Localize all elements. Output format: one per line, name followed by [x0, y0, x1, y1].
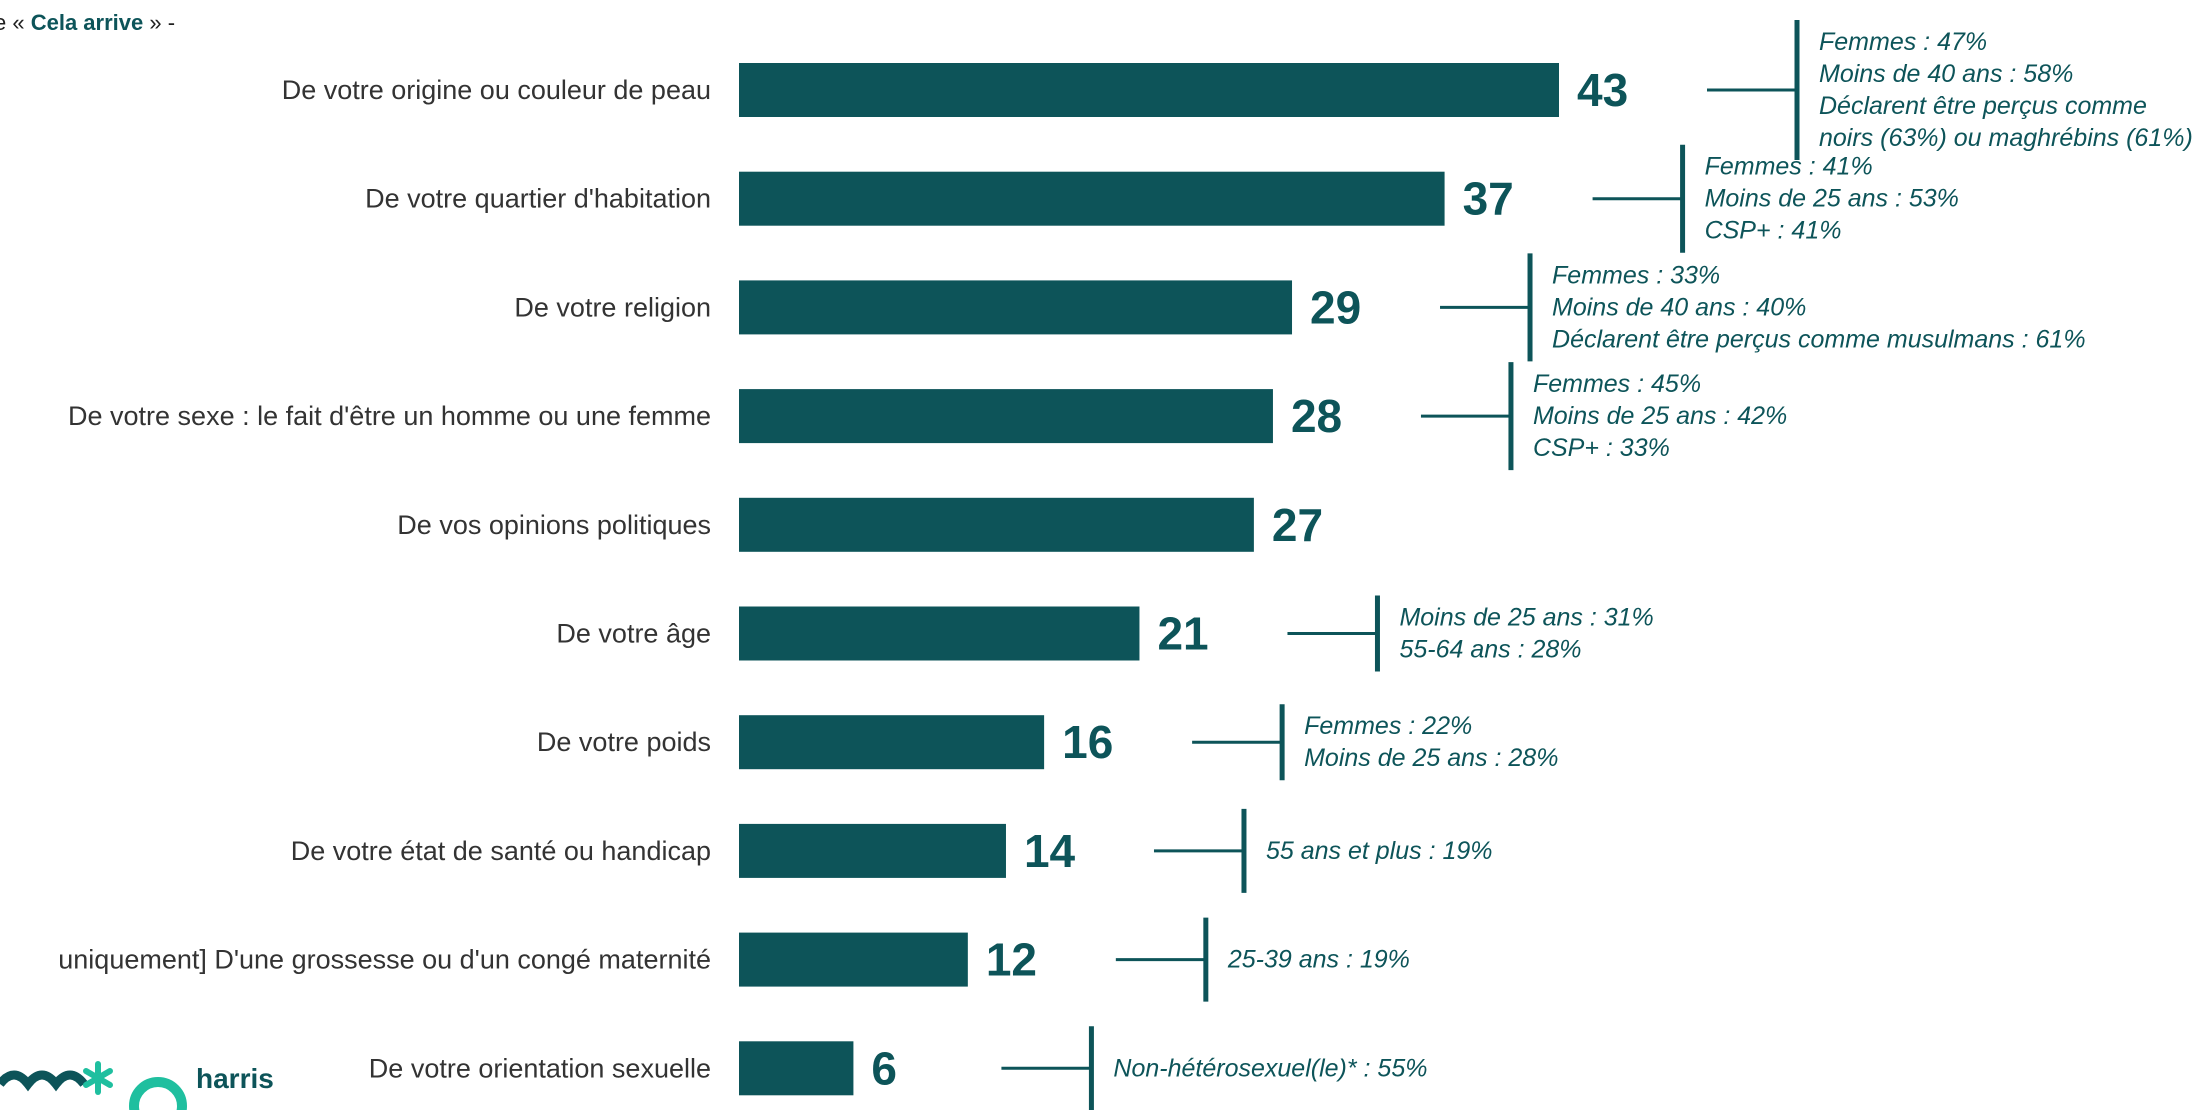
header-prefix: e « — [0, 10, 25, 35]
bar — [739, 63, 1559, 117]
bar — [739, 280, 1293, 335]
annotation-text: Moins de 25 ans : 31% — [1399, 604, 1653, 632]
logo-ring-icon — [129, 1077, 187, 1110]
value-label: 12 — [986, 934, 1037, 986]
category-label: De votre âge — [556, 619, 711, 649]
value-label: 43 — [1577, 64, 1628, 116]
annotation-text: Non-hétérosexuel(le)* : 55% — [1113, 1054, 1427, 1082]
harris-interactive-logo: harris — [0, 1061, 274, 1110]
bar — [739, 932, 968, 987]
logo-partial-letters — [0, 1070, 88, 1092]
header-suffix: » - — [143, 10, 176, 35]
bar — [739, 171, 1445, 226]
annotation-text: Moins de 25 ans : 28% — [1304, 744, 1558, 772]
annotation-text: 55 ans et plus : 19% — [1266, 837, 1493, 865]
bar — [739, 823, 1006, 878]
category-label: De votre poids — [537, 727, 711, 757]
bar — [739, 606, 1140, 661]
value-label: 29 — [1310, 281, 1361, 333]
annotation-text: Femmes : 22% — [1304, 712, 1472, 740]
bar — [739, 497, 1254, 552]
annotation-text: CSP+ : 33% — [1533, 434, 1670, 462]
category-label: De votre religion — [514, 292, 711, 322]
annotation-text: Moins de 40 ans : 58% — [1819, 60, 2073, 88]
annotation-text: Déclarent être perçus comme — [1819, 92, 2147, 120]
header-highlight: Cela arrive — [30, 10, 144, 35]
category-label: De votre état de santé ou handicap — [291, 836, 711, 866]
bar — [739, 715, 1045, 770]
annotation-text: Déclarent être perçus comme musulmans : … — [1552, 325, 2086, 353]
logo-text: harris — [196, 1063, 274, 1094]
annotation-text: Femmes : 33% — [1552, 261, 1720, 289]
value-label: 14 — [1024, 825, 1076, 877]
annotation-text: Femmes : 41% — [1705, 153, 1873, 181]
category-label: De vos opinions politiques — [397, 510, 711, 540]
value-label: 6 — [871, 1042, 897, 1094]
annotation-text: Moins de 40 ans : 40% — [1552, 293, 1806, 321]
value-label: 21 — [1157, 608, 1208, 660]
logo-star-icon — [83, 1061, 113, 1095]
annotation-text: Moins de 25 ans : 42% — [1533, 402, 1787, 430]
value-label: 37 — [1463, 173, 1514, 225]
bar — [739, 389, 1273, 444]
category-label: De votre origine ou couleur de peau — [282, 75, 711, 105]
value-label: 16 — [1062, 716, 1113, 768]
value-label: 27 — [1272, 499, 1323, 551]
annotation-text: Femmes : 47% — [1819, 28, 1987, 56]
question-header: e « Cela arrive » - — [0, 10, 175, 36]
annotation-text: 55-64 ans : 28% — [1399, 636, 1581, 664]
annotation-text: noirs (63%) ou maghrébins (61%) — [1819, 124, 2193, 152]
category-label: uniquement] D'une grossesse ou d'un cong… — [58, 945, 711, 975]
category-label: De votre orientation sexuelle — [369, 1053, 711, 1083]
annotation-text: Femmes : 45% — [1533, 370, 1701, 398]
category-label: De votre sexe : le fait d'être un homme … — [68, 401, 711, 431]
category-label: De votre quartier d'habitation — [365, 184, 711, 214]
bar — [739, 1041, 854, 1096]
annotation-text: CSP+ : 41% — [1705, 217, 1842, 245]
annotation-text: 25-39 ans : 19% — [1227, 946, 1410, 974]
value-label: 28 — [1291, 390, 1342, 442]
annotation-text: Moins de 25 ans : 53% — [1705, 185, 1959, 213]
